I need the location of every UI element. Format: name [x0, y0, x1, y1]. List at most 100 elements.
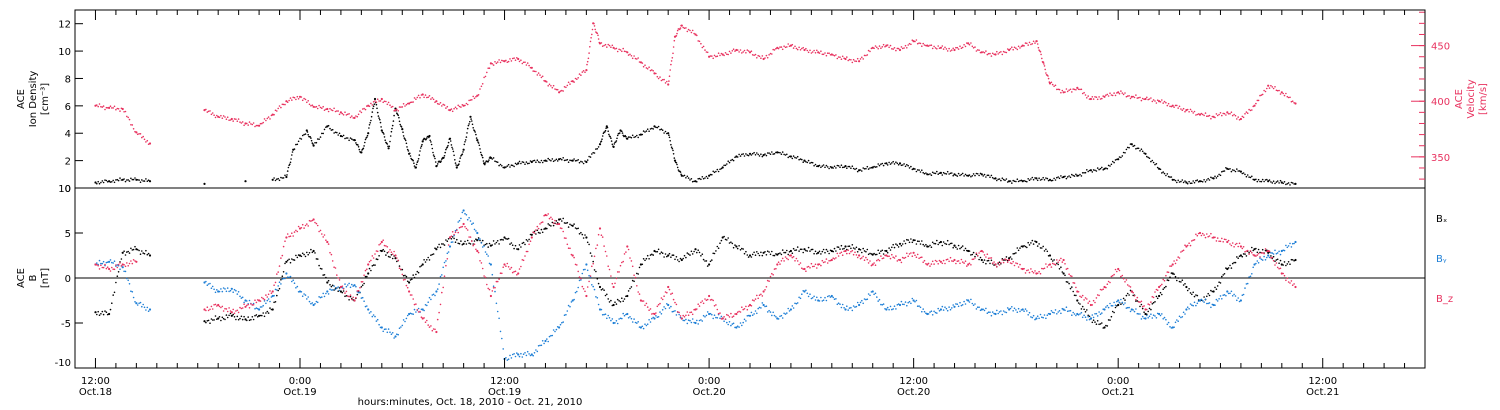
density-series0-trace-dot — [1050, 179, 1053, 182]
field-series1-trace-dot — [288, 276, 290, 279]
velocity-series1-trace-dot — [1256, 99, 1259, 102]
field-series2-trace-dot — [1257, 252, 1260, 255]
field-series2-trace-dot — [363, 274, 365, 277]
density-series0-trace-dot — [319, 136, 322, 138]
velocity-series1-trace-dot — [1204, 112, 1207, 114]
velocity-series1-point — [298, 95, 302, 98]
field-series2-trace-dot — [551, 218, 554, 220]
velocity-series1-trace-dot — [761, 55, 764, 57]
field-series0-trace-dot — [1136, 300, 1139, 302]
density-series0-trace-dot — [573, 158, 575, 160]
field-series1-trace-dot — [246, 300, 248, 302]
density-series0-trace-dot — [1249, 176, 1252, 179]
field-series1-trace-dot — [550, 334, 552, 337]
field-series0-trace-dot — [576, 227, 578, 230]
field-series2-trace-dot — [252, 304, 255, 306]
field-series1-point — [326, 290, 329, 293]
velocity-series1-trace-dot — [397, 110, 400, 112]
field-series0-trace-dot — [1237, 257, 1239, 260]
field-series1-trace-dot — [706, 311, 709, 313]
density-series0-trace-dot — [1283, 181, 1286, 183]
field-series0-trace-dot — [1110, 315, 1113, 318]
velocity-series1-trace-dot — [807, 51, 810, 54]
field-series0-point — [1008, 257, 1011, 260]
field-series0-trace-dot — [666, 255, 668, 258]
density-series0-trace-dot — [372, 107, 374, 110]
field-series2-point — [994, 263, 997, 266]
field-series2-trace-dot — [132, 259, 135, 261]
field-series1-trace-dot — [851, 309, 854, 312]
field-series1-trace-dot — [382, 330, 385, 333]
velocity-series1-trace-dot — [986, 53, 989, 56]
field-series1-trace-dot — [784, 313, 787, 315]
field-series1-trace-dot — [702, 314, 705, 317]
field-series2-trace-dot — [821, 259, 824, 262]
field-series2-trace-dot — [747, 305, 750, 308]
density-series0-trace-dot — [100, 181, 102, 184]
velocity-series1-point — [1171, 104, 1174, 107]
field-series1-trace-dot — [1147, 317, 1149, 319]
field-series2-trace-dot — [447, 244, 450, 246]
velocity-series1-trace-dot — [1289, 96, 1291, 99]
density-series0-trace-dot — [528, 162, 530, 165]
field-series2-trace-dot — [764, 289, 766, 291]
field-series1-trace-dot — [1283, 249, 1286, 252]
field-series1-trace-dot — [689, 319, 691, 322]
field-series1-trace-dot — [848, 307, 851, 309]
field-series0-trace-dot — [562, 217, 564, 220]
density-series0-trace-dot — [1219, 174, 1222, 177]
velocity-series1-trace-dot — [581, 71, 584, 73]
field-series1-trace-dot — [502, 348, 505, 350]
density-series0-trace-dot — [601, 135, 604, 137]
field-series1-trace-dot — [1151, 317, 1154, 319]
velocity-series1-trace-dot — [963, 44, 965, 46]
field-series0-point — [1076, 299, 1079, 302]
field-series0-trace-dot — [115, 281, 117, 284]
density-series0-point — [1294, 182, 1297, 185]
field-series2-trace-dot — [1026, 269, 1028, 272]
field-series0-trace-dot — [764, 251, 766, 253]
field-series2-trace-dot — [584, 290, 586, 293]
field-series0-trace-dot — [566, 221, 569, 224]
field-series0-trace-dot — [754, 254, 757, 256]
density-series0-trace-dot — [1260, 180, 1263, 183]
velocity-series1-trace-dot — [439, 102, 442, 104]
density-series0-trace-dot — [484, 163, 486, 166]
velocity-series1-trace-dot — [469, 99, 472, 101]
field-series2-trace-dot — [481, 267, 484, 270]
field-series1-trace-dot — [1139, 313, 1141, 315]
velocity-series1-trace-dot — [1152, 99, 1155, 101]
field-series0-trace-dot — [128, 252, 131, 254]
field-series2-point — [230, 311, 233, 314]
field-series1-trace-dot — [306, 298, 308, 300]
velocity-series1-trace-dot — [847, 59, 849, 62]
density-series0-trace-dot — [521, 161, 524, 163]
field-series1-trace-dot — [1075, 314, 1077, 317]
field-series2-trace-dot — [1216, 237, 1219, 239]
field-series0-trace-dot — [877, 249, 879, 252]
density-series0-trace-dot — [299, 137, 301, 140]
velocity-series1-trace-dot — [314, 106, 316, 108]
velocity-series1-trace-dot — [641, 62, 644, 64]
density-series0-trace-dot — [794, 156, 796, 159]
field-series0-trace-dot — [1287, 261, 1290, 263]
density-series0-trace-dot — [1225, 167, 1227, 169]
velocity-series1-trace-dot — [1081, 92, 1084, 95]
field-series2-trace-dot — [419, 310, 421, 313]
density-series0-point — [108, 180, 111, 183]
velocity-series1-trace-dot — [117, 108, 120, 110]
field-series0-trace-dot — [263, 315, 266, 318]
field-series2-trace-dot — [1000, 262, 1002, 264]
field-series1-trace-dot — [1041, 316, 1043, 319]
field-series1-trace-dot — [509, 354, 511, 357]
field-series1-trace-dot — [510, 357, 513, 359]
density-series0-trace-dot — [852, 167, 855, 170]
field-series2-trace-dot — [1098, 294, 1100, 297]
density-series0-trace-dot — [138, 179, 140, 181]
density-series0-trace-dot — [581, 161, 584, 163]
density-series0-trace-dot — [1139, 150, 1141, 152]
field-series1-trace-dot — [603, 313, 605, 316]
field-series0-trace-dot — [131, 249, 134, 251]
field-series0-point — [1158, 294, 1161, 298]
density-series0-trace-dot — [369, 122, 372, 124]
